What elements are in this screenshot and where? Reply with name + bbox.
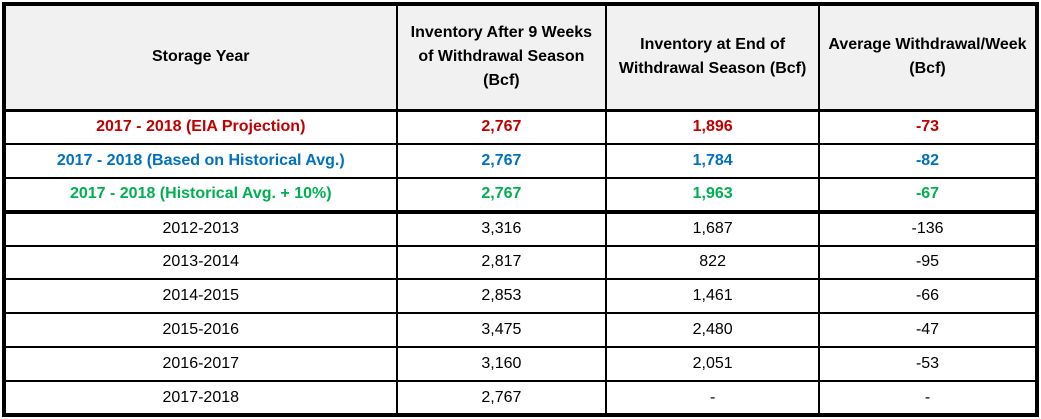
- inventory-after-9wk-cell: 3,475: [395, 312, 608, 349]
- table-row: 2013-2014 2,817 822 -95: [3, 244, 1038, 281]
- inventory-end-season-cell: 1,687: [605, 210, 821, 247]
- inventory-end-season-cell: 1,461: [605, 278, 821, 315]
- header-inventory-end-season: Inventory at End of Withdrawal Season (B…: [605, 3, 821, 112]
- avg-withdrawal-week-cell: -67: [818, 176, 1038, 214]
- inventory-after-9wk-cell: 2,767: [395, 380, 608, 416]
- header-avg-withdrawal-week: Average Withdrawal/Week (Bcf): [818, 3, 1038, 112]
- table-row: 2017 - 2018 (Historical Avg. + 10%) 2,767…: [3, 176, 1038, 214]
- avg-withdrawal-week-cell: -66: [818, 278, 1038, 315]
- inventory-after-9wk-cell: 2,853: [395, 278, 608, 315]
- inventory-end-season-cell: -: [605, 380, 821, 416]
- table-row: 2015-2016 3,475 2,480 -47: [3, 312, 1038, 349]
- inventory-end-season-cell: 1,784: [605, 142, 821, 179]
- avg-withdrawal-week-cell: -53: [818, 346, 1038, 382]
- header-inventory-after-9wk: Inventory After 9 Weeks of Withdrawal Se…: [395, 3, 608, 112]
- avg-withdrawal-week-cell: -73: [818, 109, 1038, 145]
- table-row: 2016-2017 3,160 2,051 -53: [3, 346, 1038, 382]
- inventory-after-9wk-cell: 2,767: [395, 109, 608, 145]
- storage-year-cell: 2017 - 2018 (Historical Avg. + 10%): [3, 176, 398, 214]
- inventory-end-season-cell: 2,480: [605, 312, 821, 349]
- table-row: 2017 - 2018 (Based on Historical Avg.) 2,…: [3, 142, 1038, 179]
- inventory-after-9wk-cell: 2,767: [395, 176, 608, 214]
- table-row: 2017 - 2018 (EIA Projection) 2,767 1,896 -7…: [3, 109, 1038, 145]
- storage-year-cell: 2013-2014: [3, 244, 398, 281]
- storage-year-cell: 2014-2015: [3, 278, 398, 315]
- avg-withdrawal-week-cell: -47: [818, 312, 1038, 349]
- inventory-after-9wk-cell: 2,767: [395, 142, 608, 179]
- avg-withdrawal-week-cell: -: [818, 380, 1038, 416]
- table-header: Storage Year Inventory After 9 Weeks of …: [3, 3, 1038, 112]
- table-row: 2014-2015 2,853 1,461 -66: [3, 278, 1038, 315]
- inventory-after-9wk-cell: 3,160: [395, 346, 608, 382]
- inventory-end-season-cell: 1,963: [605, 176, 821, 214]
- storage-year-cell: 2016-2017: [3, 346, 398, 382]
- storage-year-cell: 2017-2018: [3, 380, 398, 416]
- avg-withdrawal-week-cell: -136: [818, 210, 1038, 247]
- avg-withdrawal-week-cell: -82: [818, 142, 1038, 179]
- inventory-end-season-cell: 1,896: [605, 109, 821, 145]
- header-row: Storage Year Inventory After 9 Weeks of …: [3, 3, 1038, 112]
- storage-year-cell: 2017 - 2018 (EIA Projection): [3, 109, 398, 145]
- table-body: 2017 - 2018 (EIA Projection) 2,767 1,896 -7…: [3, 109, 1038, 416]
- storage-year-cell: 2012-2013: [3, 210, 398, 247]
- inventory-end-season-cell: 2,051: [605, 346, 821, 382]
- inventory-after-9wk-cell: 3,316: [395, 210, 608, 247]
- avg-withdrawal-week-cell: -95: [818, 244, 1038, 281]
- inventory-end-season-cell: 822: [605, 244, 821, 281]
- header-storage-year: Storage Year: [3, 3, 398, 112]
- storage-year-cell: 2015-2016: [3, 312, 398, 349]
- storage-year-cell: 2017 - 2018 (Based on Historical Avg.): [3, 142, 398, 179]
- inventory-after-9wk-cell: 2,817: [395, 244, 608, 281]
- table-row: 2012-2013 3,316 1,687 -136: [3, 210, 1038, 247]
- table-row: 2017-2018 2,767- -: [3, 380, 1038, 416]
